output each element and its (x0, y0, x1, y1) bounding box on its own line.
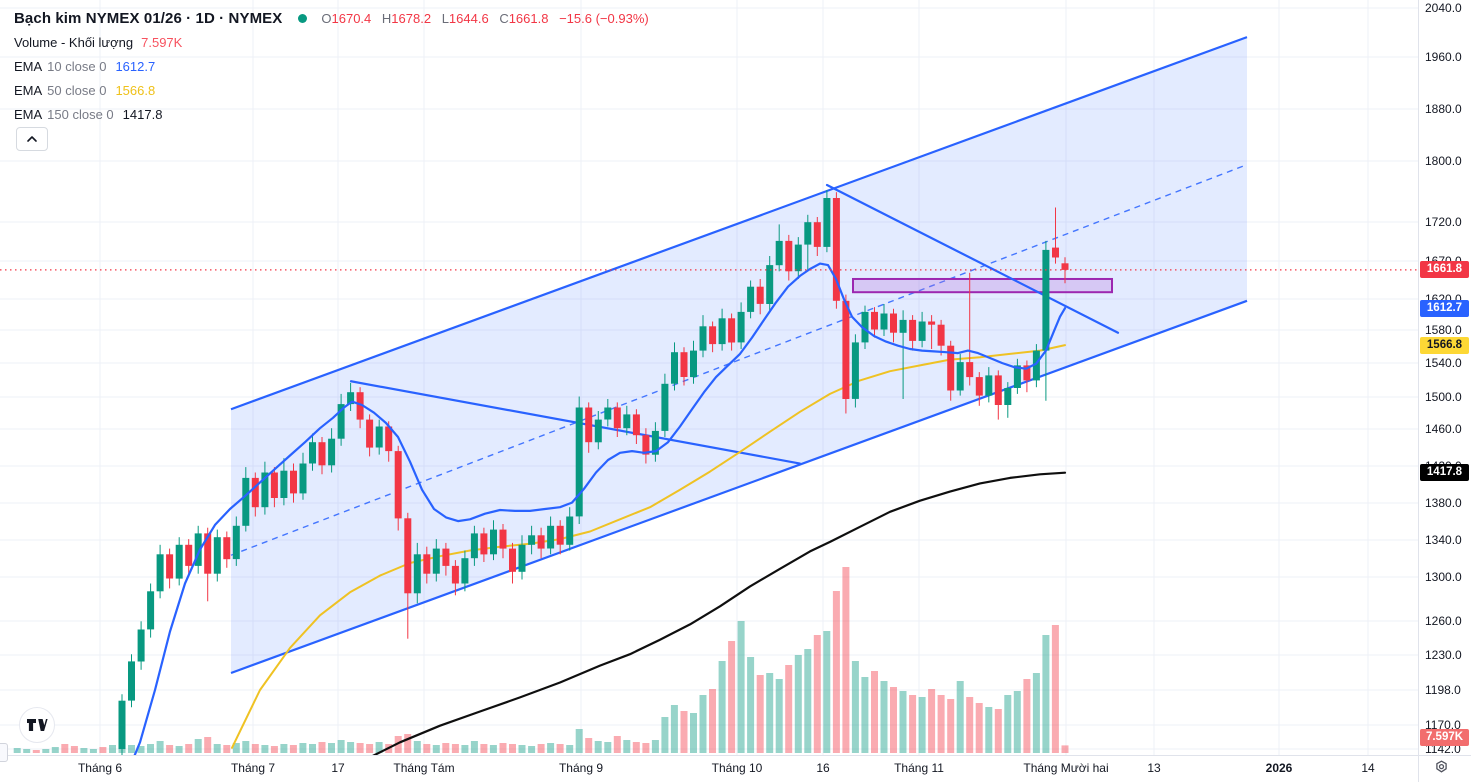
legend: Bạch kim NYMEX 01/26 · 1D · NYMEX O1670.… (14, 6, 649, 151)
gear-icon (1436, 760, 1447, 773)
price-tick-label: 1500.0 (1425, 390, 1462, 404)
trendline-drawing[interactable] (825, 183, 1120, 334)
price-axis[interactable]: 2040.01960.01880.01800.01720.01670.01620… (1419, 0, 1471, 756)
change-value: −15.6 (−0.93%) (559, 10, 649, 26)
open-value: 1670.4 (331, 10, 372, 26)
indicator-params: 150 close 0 (47, 106, 114, 122)
time-axis-label: Tháng 6 (77, 761, 123, 775)
time-axis-label: 16 (816, 761, 830, 775)
time-axis-label: Tháng 9 (558, 761, 604, 775)
tradingview-logo[interactable] (19, 707, 55, 743)
indicator-name: EMA (14, 106, 43, 122)
high-value: 1678.2 (391, 10, 432, 26)
time-axis-label: 14 (1361, 761, 1375, 775)
time-axis-label: Tháng 11 (894, 761, 944, 775)
ema-10-line[interactable] (128, 262, 1067, 772)
price-tick-label: 1198.0 (1425, 683, 1461, 697)
price-tick-label: 1880.0 (1425, 102, 1462, 116)
low-label: L (441, 10, 449, 26)
volume-bars (13, 567, 1069, 753)
open-label: O (321, 10, 332, 26)
price-tick-label: 1540.0 (1425, 356, 1462, 370)
left-edge-button[interactable] (0, 743, 8, 762)
indicator-params: 10 close 0 (47, 58, 107, 74)
chevron-up-icon (26, 130, 38, 148)
price-label-chip: 1566.8 (1420, 336, 1469, 354)
price-tick-label: 1460.0 (1425, 422, 1462, 436)
indicator-value: 1566.8 (115, 82, 156, 98)
time-axis-label: Tháng Mười hai (1023, 761, 1109, 775)
price-tick-label: 1800.0 (1425, 154, 1462, 168)
axis-corner (1419, 756, 1471, 782)
candles (118, 190, 1069, 755)
legend-collapse-button[interactable] (16, 127, 48, 151)
market-status-dot (298, 13, 308, 23)
axis-separator-vertical (1418, 0, 1419, 782)
ema-50-line[interactable] (231, 344, 1066, 749)
low-value: 1644.6 (448, 10, 489, 26)
time-axis[interactable]: Tháng 6 Tháng 7 17 Tháng Tám Tháng 9 Tháng 10… (0, 756, 1471, 782)
price-tick-label: 1720.0 (1425, 215, 1462, 229)
price-tick-label: 1380.0 (1425, 496, 1462, 510)
indicator-rows: EMA 10 close 0 1612.7 EMA 50 close 0 1566.8 EM… (14, 54, 649, 126)
time-axis-label: 13 (1147, 761, 1161, 775)
price-scale-settings-button[interactable] (1433, 758, 1450, 780)
time-axis-label: Tháng 10 (711, 761, 763, 775)
close-label: C (499, 10, 509, 26)
indicator-row[interactable]: EMA 150 close 0 1417.8 (14, 102, 649, 126)
price-tick-label: 1960.0 (1425, 50, 1462, 64)
price-tick-label: 1142.0 (1425, 742, 1461, 756)
indicator-value: 1417.8 (122, 106, 163, 122)
indicator-value: 1612.7 (115, 58, 156, 74)
price-tick-label: 1340.0 (1425, 533, 1462, 547)
price-tick-label: 1230.0 (1425, 648, 1462, 662)
indicator-row[interactable]: EMA 10 close 0 1612.7 (14, 54, 649, 78)
time-axis-label: Tháng Tám (393, 761, 455, 775)
time-axis-label: 17 (331, 761, 345, 775)
indicator-params: 50 close 0 (47, 82, 107, 98)
price-tick-label: 1300.0 (1425, 570, 1462, 584)
volume-label: Volume - Khối lượng (14, 34, 134, 50)
price-box-drawing[interactable] (852, 277, 1113, 294)
price-label-chip: 7.597K (1420, 728, 1469, 746)
high-label: H (381, 10, 392, 26)
indicator-row[interactable]: EMA 50 close 0 1566.8 (14, 78, 649, 102)
price-tick-label: 2040.0 (1425, 1, 1462, 15)
price-tick-label: 1580.0 (1425, 323, 1462, 337)
volume-indicator-row[interactable]: Volume - Khối lượng 7.597K (14, 30, 649, 54)
grid (0, 0, 1418, 755)
axis-separator-horizontal (0, 755, 1471, 756)
ema-150-line[interactable] (362, 471, 1067, 762)
trendline-drawing[interactable] (349, 380, 802, 465)
price-label-chip: 1661.8 (1420, 261, 1469, 279)
time-axis-label: Tháng 7 (230, 761, 276, 775)
time-axis-label: 2026 (1265, 761, 1293, 775)
price-label-chip: 1612.7 (1420, 299, 1469, 317)
indicator-name: EMA (14, 82, 43, 98)
volume-value: 7.597K (141, 34, 183, 50)
price-tick-label: 1260.0 (1425, 614, 1462, 628)
indicator-name: EMA (14, 58, 43, 74)
tradingview-glyph-icon (27, 719, 48, 731)
close-value: 1661.8 (508, 10, 549, 26)
price-label-chip: 1417.8 (1420, 464, 1469, 482)
symbol-row[interactable]: Bạch kim NYMEX 01/26 · 1D · NYMEX O1670.… (14, 6, 649, 30)
symbol-title: Bạch kim NYMEX 01/26 · 1D · NYMEX (14, 9, 283, 27)
ohlc-values: O1670.4 H1678.2 L1644.6 C1661.8 −15.6 (−… (321, 11, 648, 26)
